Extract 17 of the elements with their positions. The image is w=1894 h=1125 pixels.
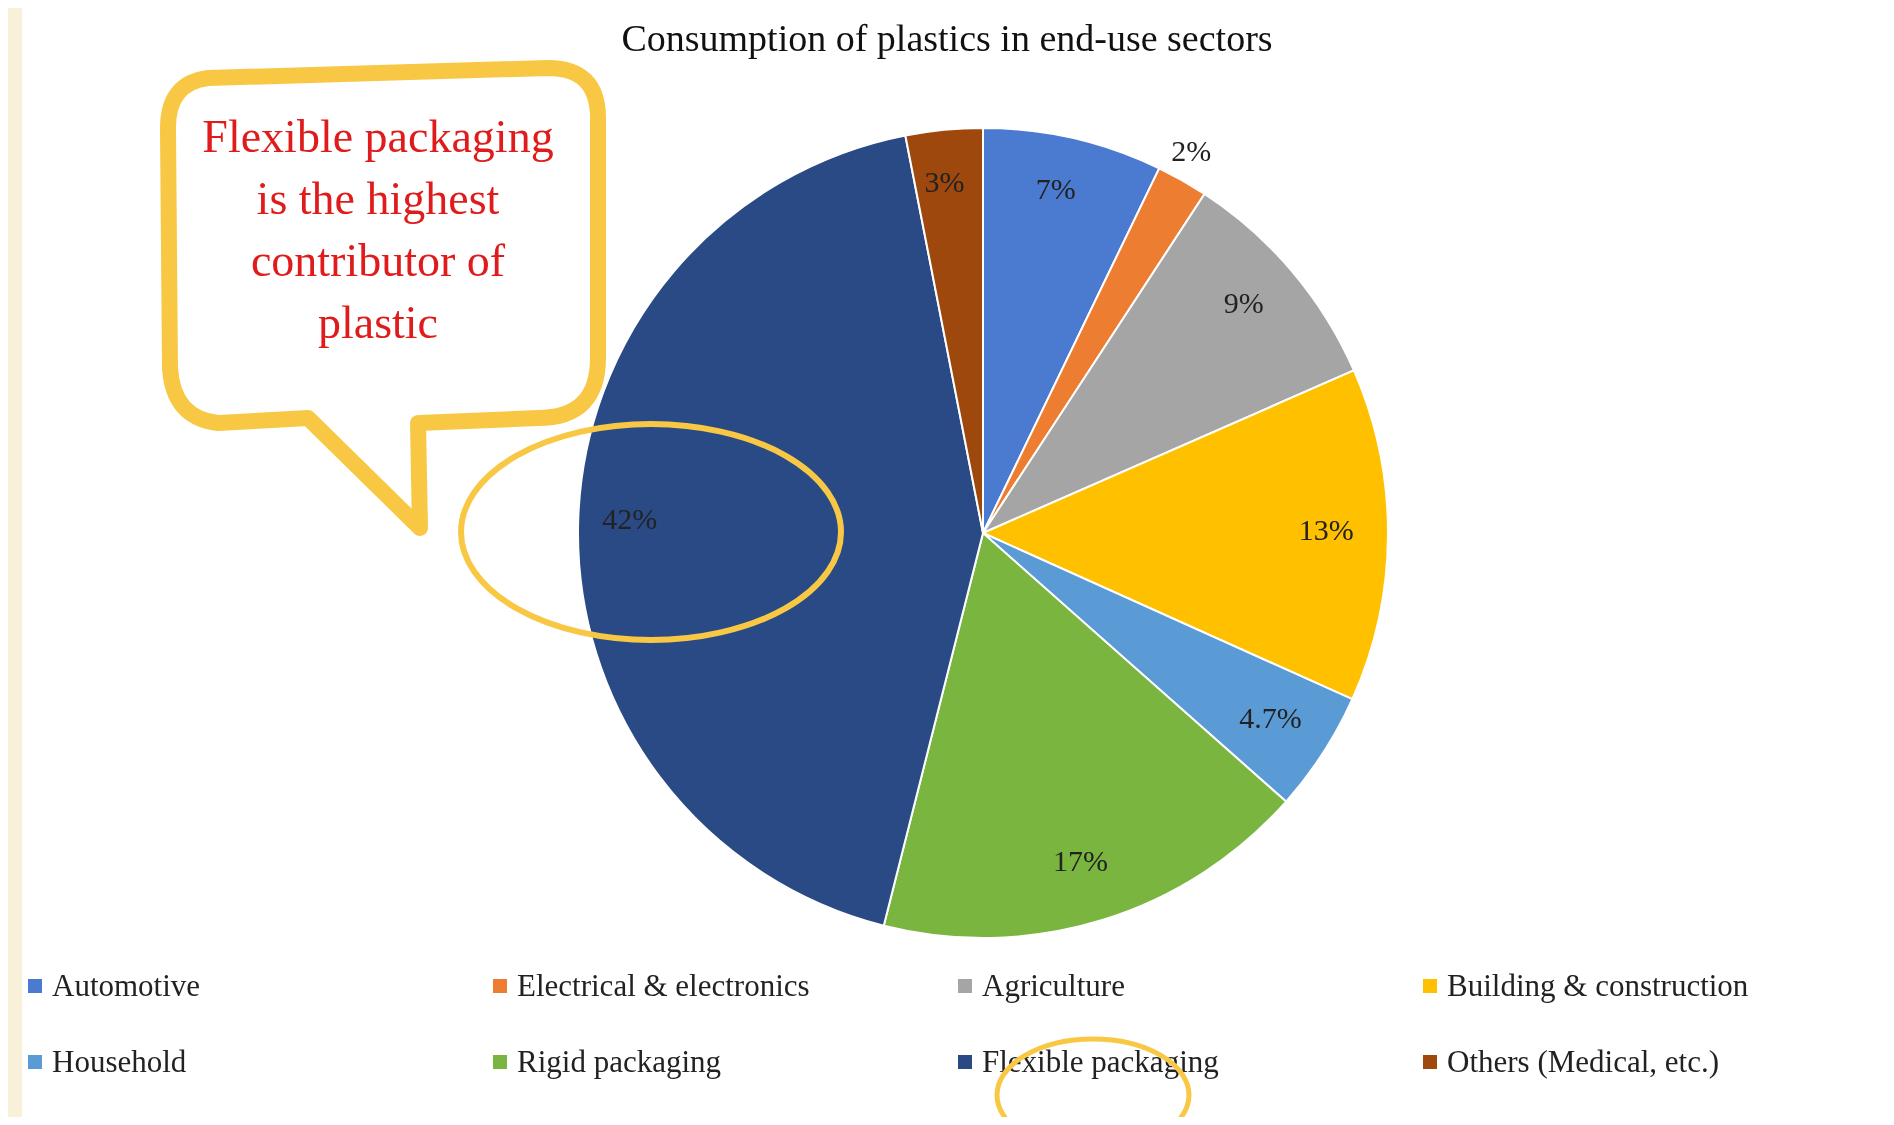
data-label: 2%: [1171, 134, 1212, 168]
data-label: 13%: [1298, 513, 1354, 547]
legend-label: Agriculture: [982, 968, 1125, 1004]
legend-label: Household: [52, 1044, 187, 1080]
data-label: 42%: [602, 501, 658, 535]
data-label: 17%: [1053, 844, 1109, 878]
data-label: 4.7%: [1239, 700, 1302, 734]
legend-label: Rigid packaging: [517, 1044, 722, 1080]
legend-label: Electrical & electronics: [517, 968, 810, 1004]
legend-label: Building & construction: [1447, 968, 1749, 1004]
chart-title: Consumption of plastics in end-use sectors: [620, 16, 1274, 60]
data-label: 7%: [1035, 171, 1076, 205]
legend-label: Others (Medical, etc.): [1447, 1044, 1719, 1080]
data-label: 3%: [924, 164, 965, 198]
data-label: 9%: [1223, 286, 1264, 320]
legend-label: Automotive: [52, 968, 201, 1004]
text: Flexible packaging is the highest contributor of plastic: [201, 110, 555, 350]
